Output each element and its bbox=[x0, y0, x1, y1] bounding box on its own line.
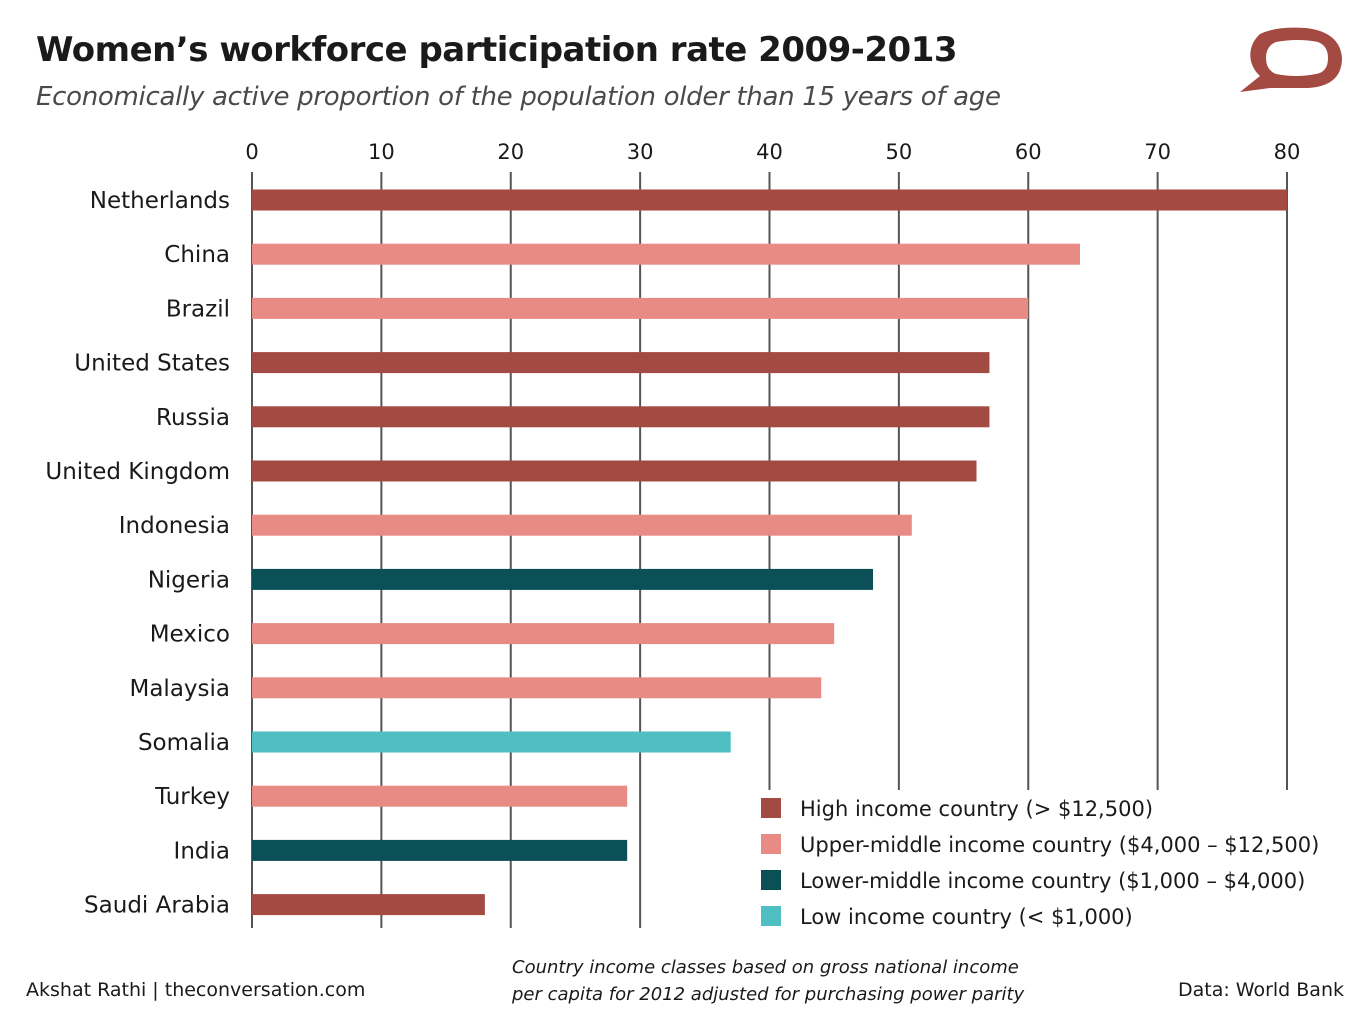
category-label: Nigeria bbox=[148, 567, 230, 593]
x-tick-label: 10 bbox=[368, 140, 395, 164]
x-tick-label: 0 bbox=[245, 140, 258, 164]
data-source: Data: World Bank bbox=[1177, 979, 1344, 1001]
category-label: Russia bbox=[156, 405, 230, 431]
category-labels: Netherlands China Brazil United States Russi… bbox=[45, 188, 230, 919]
bar bbox=[252, 352, 990, 374]
bar bbox=[252, 785, 628, 807]
x-axis-ticks: 0 10 20 30 40 50 60 70 80 bbox=[245, 140, 1300, 164]
legend-background bbox=[748, 790, 1342, 938]
category-label: India bbox=[174, 838, 230, 864]
category-label: United States bbox=[74, 351, 230, 377]
bar bbox=[252, 568, 873, 590]
category-label: Brazil bbox=[166, 296, 230, 322]
category-label: Indonesia bbox=[119, 513, 230, 539]
x-tick-label: 50 bbox=[886, 140, 913, 164]
legend-label: High income country (> $12,500) bbox=[800, 797, 1153, 821]
bars bbox=[252, 189, 1287, 916]
category-label: Somalia bbox=[138, 730, 230, 756]
legend-label: Upper-middle income country ($4,000 – $1… bbox=[800, 833, 1319, 857]
income-class-note-line2: per capita for 2012 adjusted for purchas… bbox=[512, 984, 1025, 1005]
bar bbox=[252, 514, 912, 536]
x-tick-label: 80 bbox=[1274, 140, 1301, 164]
x-tick-label: 40 bbox=[756, 140, 783, 164]
bar bbox=[252, 839, 628, 861]
legend-swatch bbox=[761, 834, 781, 854]
bar bbox=[252, 297, 1029, 319]
legend-swatch bbox=[761, 798, 781, 818]
category-label: Netherlands bbox=[90, 188, 230, 214]
category-label: Saudi Arabia bbox=[84, 893, 230, 919]
x-tick-label: 70 bbox=[1144, 140, 1171, 164]
bar bbox=[252, 894, 485, 916]
credit-text: Akshat Rathi | theconversation.com bbox=[26, 979, 366, 1001]
income-class-note-line1: Country income classes based on gross na… bbox=[512, 957, 1019, 978]
speech-bubble-logo-icon bbox=[1240, 27, 1342, 93]
x-tick-label: 30 bbox=[627, 140, 654, 164]
legend-swatch bbox=[761, 906, 781, 926]
category-label: United Kingdom bbox=[45, 459, 230, 485]
legend-label: Low income country (< $1,000) bbox=[800, 905, 1133, 929]
bar bbox=[252, 677, 822, 699]
legend-label: Lower-middle income country ($1,000 – $4… bbox=[800, 869, 1305, 893]
bar bbox=[252, 189, 1287, 211]
bar bbox=[252, 243, 1080, 265]
category-label: Mexico bbox=[150, 622, 230, 648]
chart-title: Women’s workforce participation rate 200… bbox=[36, 30, 958, 70]
category-label: China bbox=[164, 242, 230, 268]
bar bbox=[252, 406, 990, 428]
category-label: Turkey bbox=[154, 784, 230, 810]
legend-swatch bbox=[761, 870, 781, 890]
legend: High income country (> $12,500) Upper-mid… bbox=[748, 790, 1342, 938]
chart-subtitle: Economically active proportion of the po… bbox=[36, 82, 1001, 112]
category-label: Malaysia bbox=[129, 676, 230, 702]
bar bbox=[252, 623, 835, 645]
x-tick-label: 20 bbox=[497, 140, 524, 164]
income-class-note: Country income classes based on gross na… bbox=[512, 954, 1024, 1008]
x-tick-label: 60 bbox=[1015, 140, 1042, 164]
bar bbox=[252, 460, 977, 482]
bar bbox=[252, 731, 731, 753]
